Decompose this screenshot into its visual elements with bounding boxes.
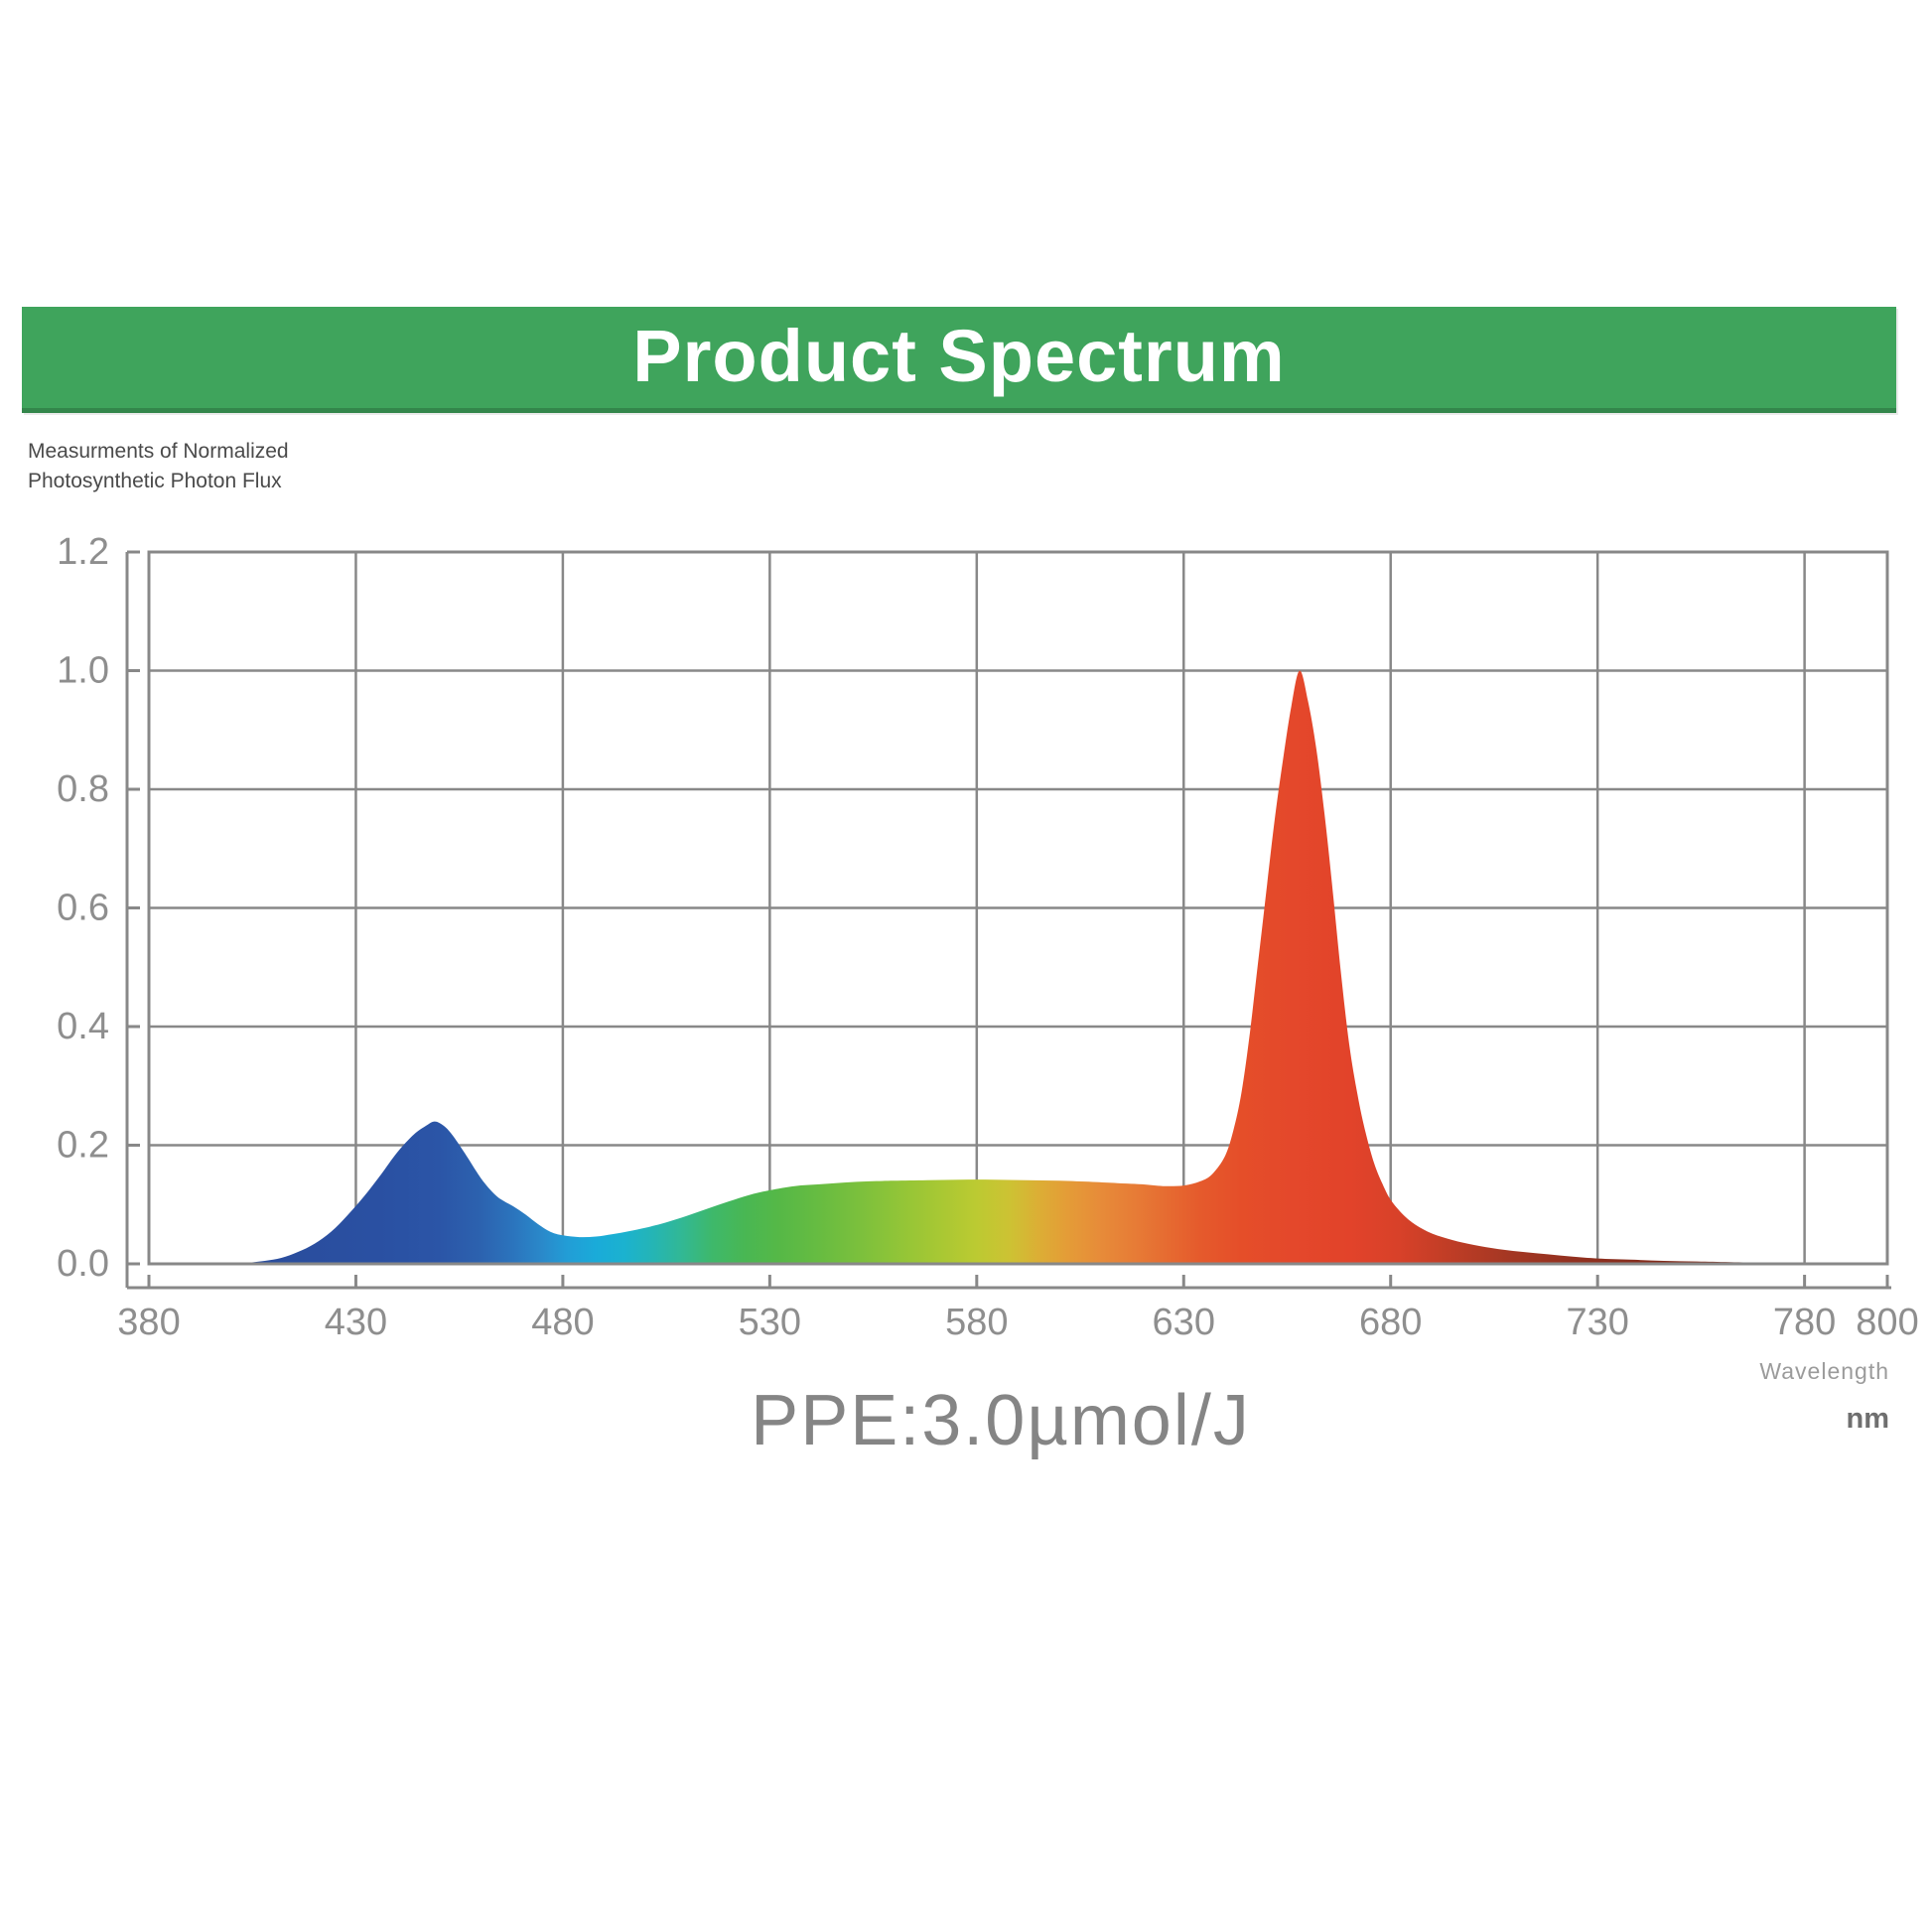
y-tick-labels: 0.0 0.2 0.4 0.6 0.8 1.0 1.2 (57, 531, 109, 1285)
chart-caption: Measurments of Normalized Photosynthetic… (28, 437, 289, 496)
svg-text:0.6: 0.6 (57, 888, 109, 929)
svg-text:530: 530 (739, 1302, 801, 1343)
x-axis-unit: nm (1846, 1403, 1890, 1435)
svg-text:680: 680 (1359, 1302, 1422, 1343)
svg-text:0.0: 0.0 (57, 1243, 109, 1285)
caption-line-1: Measurments of Normalized (28, 440, 289, 463)
spectrum-area-curve (231, 670, 1847, 1264)
caption-line-2: Photosynthetic Photon Flux (28, 470, 282, 492)
svg-text:1.0: 1.0 (57, 650, 109, 692)
svg-text:380: 380 (117, 1302, 180, 1343)
svg-text:0.2: 0.2 (57, 1125, 109, 1167)
svg-text:630: 630 (1153, 1302, 1215, 1343)
svg-text:580: 580 (945, 1302, 1008, 1343)
plot-border (147, 550, 1889, 1266)
svg-text:430: 430 (325, 1302, 387, 1343)
ppe-value-label: PPE:3.0µmol/J (751, 1381, 1251, 1460)
title-banner: Product Spectrum (22, 307, 1896, 413)
svg-text:800: 800 (1856, 1302, 1918, 1343)
svg-text:730: 730 (1566, 1302, 1628, 1343)
svg-text:480: 480 (531, 1302, 594, 1343)
svg-text:0.8: 0.8 (57, 768, 109, 810)
svg-text:0.4: 0.4 (57, 1006, 109, 1047)
x-axis-title: Wavelength (1759, 1358, 1889, 1384)
svg-text:780: 780 (1773, 1302, 1836, 1343)
page-title: Product Spectrum (632, 314, 1286, 397)
gridlines (149, 552, 1887, 1264)
svg-text:1.2: 1.2 (57, 531, 109, 573)
x-tick-labels: 380 430 480 530 580 630 680 730 780 800 (117, 1302, 1918, 1343)
axes (125, 550, 1891, 1290)
